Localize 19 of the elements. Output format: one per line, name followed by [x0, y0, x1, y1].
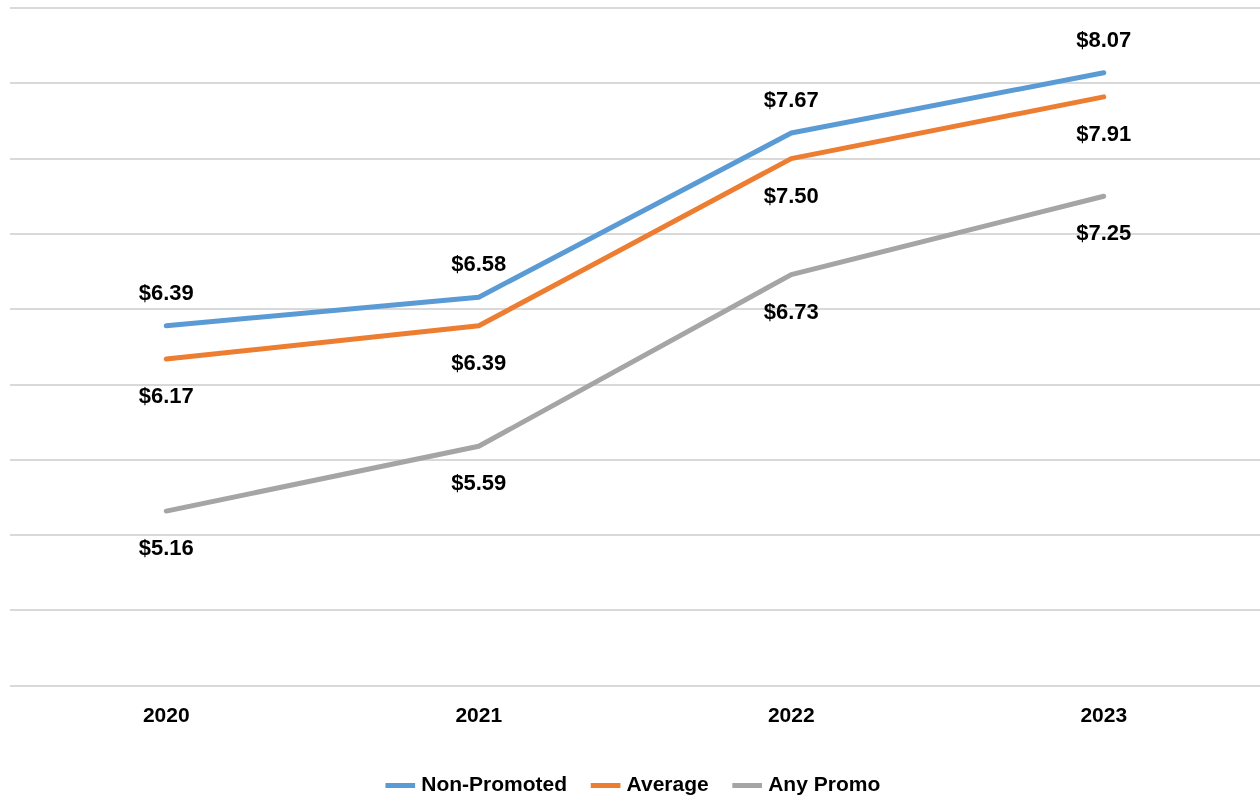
data-label: $8.07: [1076, 26, 1132, 52]
legend-label: Any Promo: [768, 772, 881, 796]
x-tick-label: 2022: [767, 703, 815, 727]
legend-label: Non-Promoted: [421, 772, 568, 796]
data-label: $6.73: [763, 298, 819, 324]
data-label: $7.25: [1076, 220, 1132, 246]
x-tick-label: 2020: [142, 703, 190, 727]
data-label: $6.39: [138, 279, 194, 305]
data-label: $5.16: [138, 535, 194, 561]
data-label: $7.91: [1076, 120, 1132, 146]
data-label: $6.17: [138, 383, 194, 409]
data-label: $6.39: [451, 349, 507, 375]
legend-label: Average: [626, 772, 709, 796]
data-label: $6.58: [451, 251, 507, 277]
data-label: $7.67: [763, 87, 819, 113]
x-tick-label: 2021: [455, 703, 503, 727]
data-label: $7.50: [763, 182, 819, 208]
x-tick-label: 2023: [1080, 703, 1128, 727]
data-label: $5.59: [451, 470, 507, 496]
